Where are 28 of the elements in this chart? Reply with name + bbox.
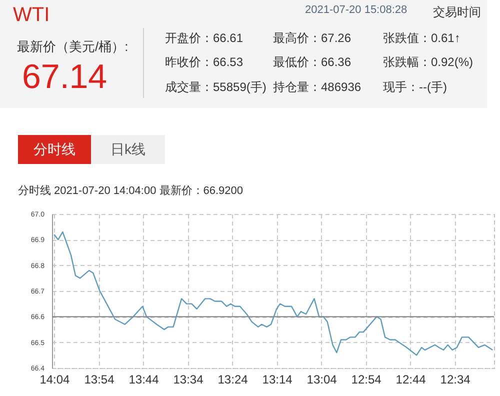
x-tick-label: 13:34 — [173, 372, 204, 386]
text: 2021-07-20 15:08:28 — [305, 4, 408, 16]
x-tick-label: 13:04 — [306, 372, 338, 386]
x-tick-label: 13:24 — [218, 372, 248, 386]
text: 张跌幅：0.92(%) — [383, 54, 474, 71]
chart-subtitle: 分时线 2021-07-20 14:04:00 最新价：66.9200 — [18, 184, 244, 198]
text: 开盘价：66.61 — [165, 30, 244, 47]
x-tick-label: 13:44 — [128, 372, 160, 386]
text: 张跌值：0.61↑ — [383, 30, 460, 47]
x-tick-label: 12:44 — [396, 372, 426, 386]
text: 昨收价：66.53 — [165, 54, 244, 71]
text: 最低价：66.36 — [273, 54, 352, 71]
text: 67.14 — [22, 58, 108, 97]
text: 现手：--(手) — [383, 79, 447, 96]
text: 成交量：55859(手) — [165, 79, 266, 96]
text: 最新价（美元/桶）: — [17, 38, 128, 56]
text: WTI — [13, 4, 50, 27]
x-tick-label: 13:54 — [84, 372, 115, 386]
text: 交易时间 — [433, 4, 481, 21]
text: 日k线 — [91, 135, 165, 164]
x-tick-label: 13:14 — [262, 372, 293, 386]
text: 持仓量：486936 — [273, 79, 362, 96]
x-tick-label: 12:34 — [440, 372, 471, 386]
text: 分时线 — [18, 135, 91, 164]
x-tick-label: 12:54 — [351, 372, 382, 386]
x-tick-label: 14:04 — [40, 372, 70, 386]
line-series — [54, 231, 494, 356]
text: 最高价：67.26 — [273, 30, 352, 47]
